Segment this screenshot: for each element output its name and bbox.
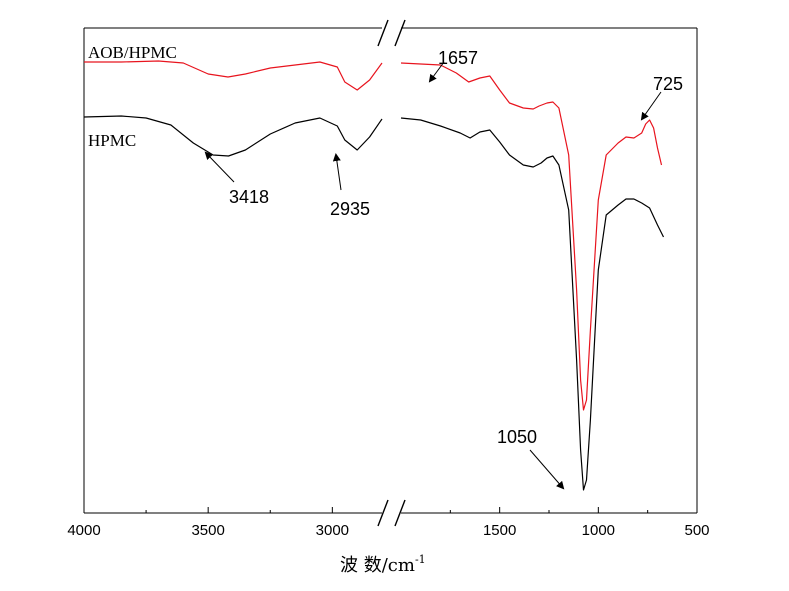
x-axis-label-main: 波 数/cm [340,555,415,576]
x-axis-label: 波 数/cm-1 [340,553,426,576]
annotation-arrow-2935 [332,153,342,191]
x-tick-label: 3500 [191,522,224,539]
annotation-label-725: 725 [653,74,683,94]
annotation-label-2935: 2935 [330,199,370,219]
break-mark-top-2 [394,19,406,47]
x-tick-label: 4000 [67,522,100,539]
annotation-arrow-1657 [428,61,445,83]
axis-break-marks [377,19,406,527]
x-ticks: 4000 3500 3000 1500 1000 500 [67,507,710,539]
x-tick-label: 1000 [582,522,615,539]
break-mark-bottom-1 [377,499,389,527]
annotation-arrow-3418 [204,151,235,183]
series-hpmc-line [400,117,665,491]
x-tick-label: 1500 [483,522,516,539]
x-tick-label: 500 [684,522,709,539]
break-mark-bottom-2 [394,499,406,527]
annotation-label-1050: 1050 [497,427,537,447]
series-aob-hpmc-line [84,60,383,91]
annotation-label-3418: 3418 [229,187,269,207]
series-label-hpmc: HPMC [88,131,136,150]
x-tick-label: 3000 [316,522,349,539]
annotation-arrow-1050 [529,449,565,490]
annotations: 1657 725 3418 2935 1050 [204,48,683,490]
series-layer [83,60,665,491]
series-aob-hpmc-line [400,62,663,411]
break-mark-top-1 [377,19,389,47]
annotation-label-1657: 1657 [438,48,478,68]
plot-frame [83,27,698,514]
annotation-arrow-725 [640,91,662,121]
series-hpmc-line [83,115,383,157]
x-axis-label-sup: -1 [415,553,426,566]
series-label-aob-hpmc: AOB/HPMC [88,43,177,62]
